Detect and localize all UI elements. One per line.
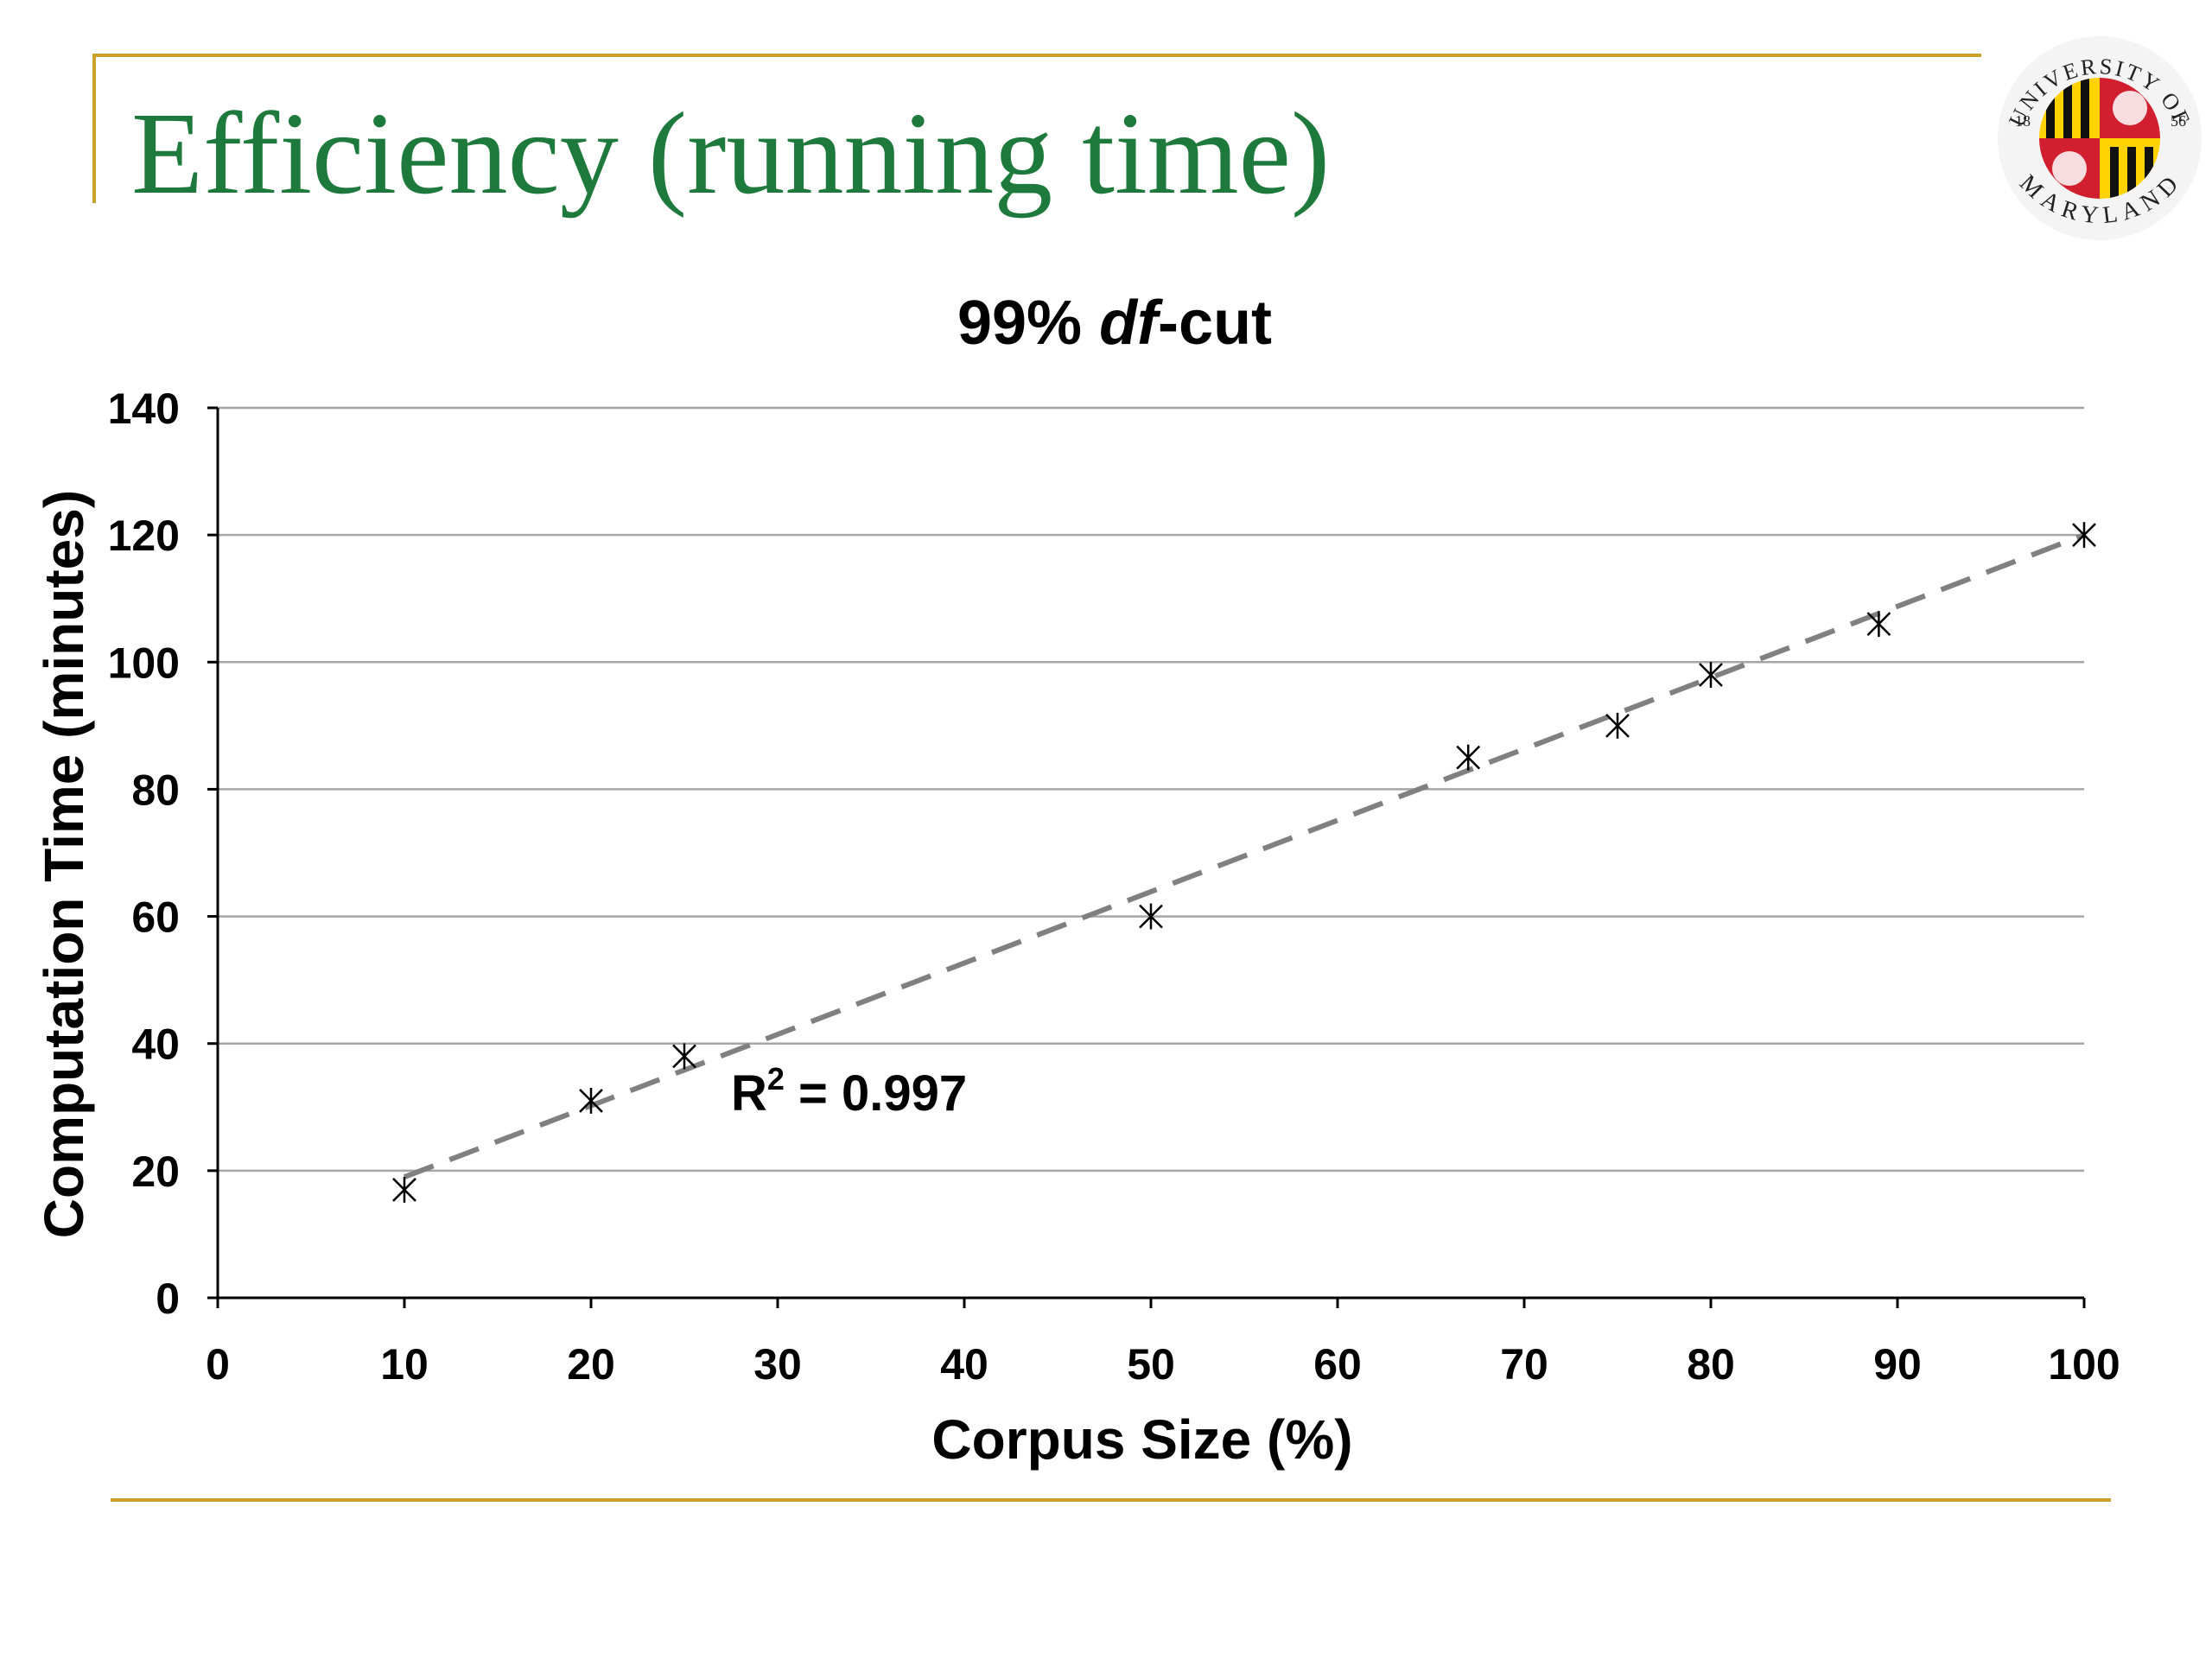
y-tick-label: 0 <box>156 1274 180 1323</box>
chart-title: 99% df-cut <box>957 289 1272 358</box>
x-tick-label: 80 <box>1687 1340 1735 1389</box>
y-tick-label: 80 <box>131 766 180 814</box>
x-tick-label: 90 <box>1873 1340 1922 1389</box>
x-tick-label: 40 <box>940 1340 988 1389</box>
x-tick-label: 70 <box>1500 1340 1548 1389</box>
x-tick-label: 50 <box>1127 1340 1175 1389</box>
y-tick-label: 120 <box>108 512 180 560</box>
y-tick-label: 20 <box>131 1147 180 1196</box>
frame-bottom-rule <box>111 1498 2111 1502</box>
data-point <box>1456 744 1481 771</box>
data-point <box>1699 662 1723 688</box>
data-point <box>579 1087 603 1114</box>
x-tick-labels: 0 10 20 30 40 50 60 70 80 90 100 <box>206 1340 2120 1389</box>
data-point <box>392 1176 416 1203</box>
svg-text:56: 56 <box>2171 112 2186 130</box>
frame-top-rule <box>92 54 1981 57</box>
data-point <box>1866 611 1891 638</box>
frame-left-rule <box>92 54 96 203</box>
x-tick-label: 20 <box>567 1340 615 1389</box>
y-tick-label: 40 <box>131 1020 180 1069</box>
data-points <box>392 522 2096 1203</box>
y-tick-label: 140 <box>108 385 180 433</box>
y-tick-label: 60 <box>131 893 180 942</box>
y-axis-label: Computation Time (minutes) <box>33 490 95 1238</box>
y-tick-labels: 0 20 40 60 80 100 120 140 <box>108 385 180 1323</box>
trendline <box>403 532 2086 1180</box>
data-point <box>1139 903 1163 930</box>
x-tick-label: 0 <box>206 1340 230 1389</box>
slide-title: Efficiency (running time) <box>131 89 1331 219</box>
grid-lines <box>218 406 2084 1173</box>
data-point <box>1605 712 1630 739</box>
x-axis-label: Corpus Size (%) <box>931 1408 1352 1471</box>
university-seal-logo: UNIVERSITY OF MARYLAND 18 56 <box>1998 36 2202 240</box>
x-tick-label: 30 <box>753 1340 802 1389</box>
data-point <box>2072 522 2096 549</box>
data-point <box>672 1043 696 1070</box>
axes <box>207 406 2086 1308</box>
x-tick-label: 10 <box>380 1340 429 1389</box>
svg-text:18: 18 <box>2015 112 2031 130</box>
r-squared-annotation: R2 = 0.997 <box>731 1061 967 1122</box>
y-tick-label: 100 <box>108 639 180 687</box>
x-tick-label: 100 <box>2048 1340 2120 1389</box>
x-tick-label: 60 <box>1313 1340 1362 1389</box>
trendline-group <box>403 532 2086 1180</box>
